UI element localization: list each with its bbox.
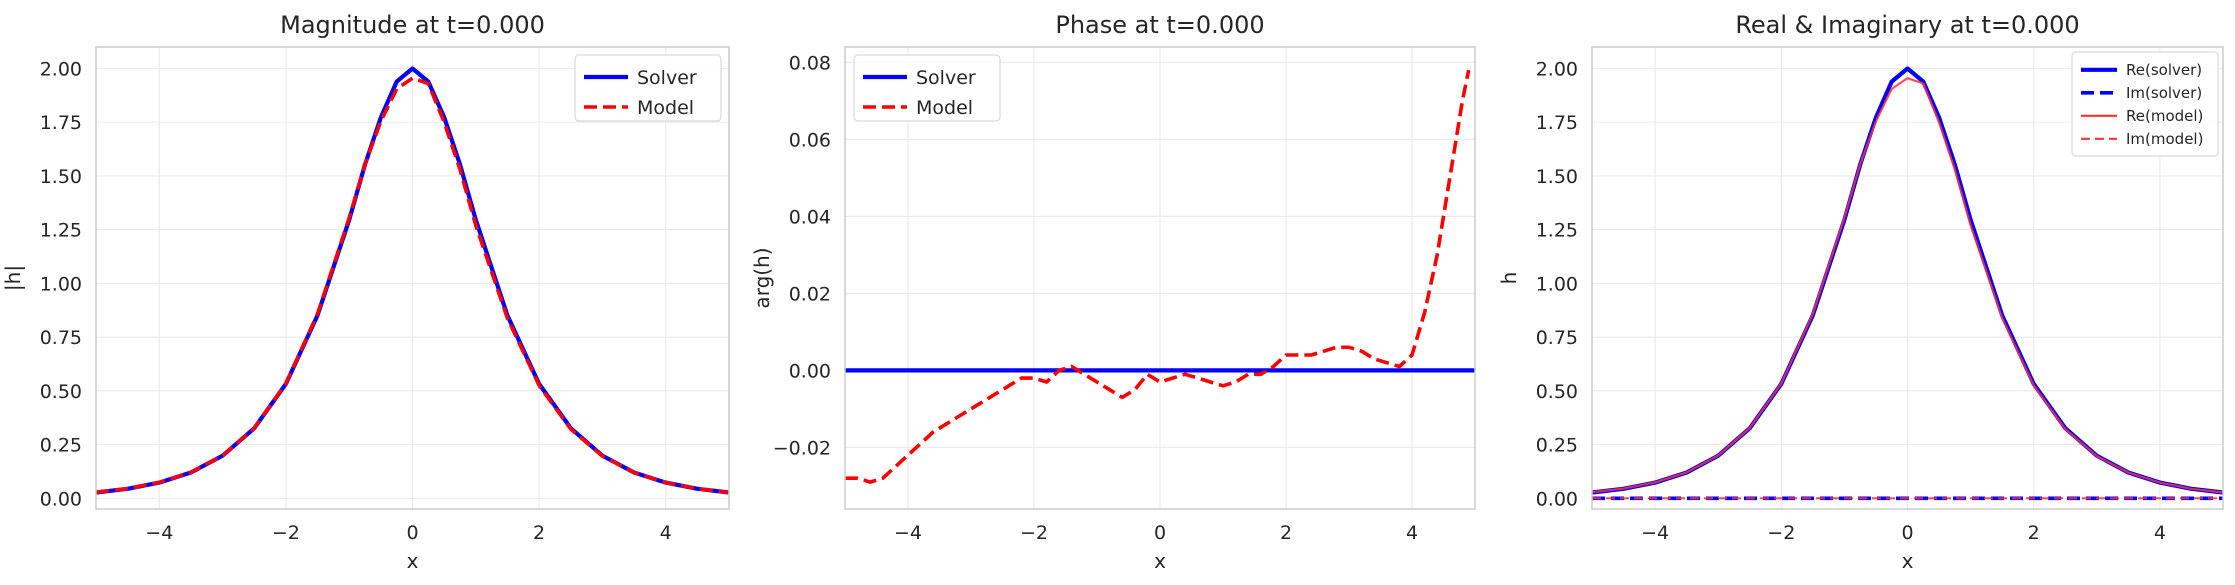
legend-label: Im(solver) (2126, 84, 2202, 102)
y-tick-label: 0.00 (789, 360, 831, 382)
series-line-model (845, 69, 1471, 484)
x-tick-label: −4 (1641, 522, 1669, 544)
x-tick-label: 2 (2028, 522, 2040, 544)
legend-box (853, 54, 1001, 122)
y-tick-label: 1.25 (40, 220, 82, 242)
axes-frame (1591, 46, 2224, 510)
y-axis-label: |h| (1, 265, 25, 291)
legend: Re(solver) Im(solver) Re(model) Im(model) (2071, 51, 2219, 157)
legend-label: Solver (637, 67, 697, 89)
legend: Solver Model (853, 54, 1001, 122)
y-tick-label: 0.75 (1536, 327, 1578, 349)
y-tick-label: 2.00 (40, 58, 82, 80)
chart-title: Magnitude at t=0.000 (280, 11, 545, 39)
chart-title: Real & Imaginary at t=0.000 (1735, 11, 2079, 39)
y-tick-label: 1.25 (1536, 220, 1578, 242)
x-axis-label: x (1902, 549, 1914, 573)
y-tick-label: 0.50 (40, 381, 82, 403)
axes-frame (95, 46, 730, 510)
x-tick-label: −2 (272, 522, 300, 544)
legend-label: Model (637, 97, 694, 119)
legend-label: Im(model) (2126, 130, 2203, 148)
chart-panel-2: −4 −2 0 2 4 −0.02 0.00 0.02 0.04 0.06 0.08 Phase at… (750, 11, 1476, 573)
legend-label: Re(solver) (2126, 61, 2202, 79)
legend-label: Model (916, 97, 973, 119)
legend-label: Solver (916, 67, 976, 89)
legend: Solver Model (574, 54, 722, 122)
series-line-model (95, 76, 730, 495)
y-axis-label: h (1497, 272, 1521, 285)
y-tick-label: 0.00 (1536, 488, 1578, 510)
x-tick-label: 0 (1901, 522, 1913, 544)
x-axis-label: x (407, 549, 419, 573)
series-line-re-model (1591, 77, 2224, 494)
y-tick-label: 1.75 (1536, 112, 1578, 134)
x-tick-label: 0 (406, 522, 418, 544)
y-tick-label: 0.04 (789, 206, 831, 228)
y-tick-label: 0.00 (40, 488, 82, 510)
y-tick-label: 1.50 (1536, 166, 1578, 188)
y-tick-label: 1.50 (40, 166, 82, 188)
legend-box (574, 54, 722, 122)
x-tick-label: 0 (1154, 522, 1166, 544)
y-tick-label: 0.75 (40, 327, 82, 349)
legend-label: Re(model) (2126, 107, 2203, 125)
y-tick-label: 1.00 (1536, 273, 1578, 295)
y-tick-label: −0.02 (773, 437, 831, 459)
legend-box (2071, 51, 2219, 157)
y-tick-label: 0.08 (789, 52, 831, 74)
axes-frame (844, 46, 1476, 510)
y-tick-label: 0.25 (1536, 435, 1578, 457)
chart-title: Phase at t=0.000 (1055, 11, 1264, 39)
y-tick-label: 0.02 (789, 283, 831, 305)
x-tick-label: −2 (1020, 522, 1048, 544)
chart-panel-3: −4 −2 0 2 4 0.00 0.25 0.50 0.75 1.00 1.25 1.50 1.75 2… (1497, 11, 2224, 573)
chart-panel-1: −4 −2 0 2 4 0.00 0.25 0.50 0.75 1.00 1.25 1.50 1.75 2… (1, 11, 730, 573)
y-tick-label: 2.00 (1536, 58, 1578, 80)
x-tick-label: −4 (894, 522, 922, 544)
y-tick-label: 0.06 (789, 129, 831, 151)
y-tick-label: 1.00 (40, 273, 82, 295)
x-tick-label: −4 (145, 522, 173, 544)
y-tick-label: 1.75 (40, 112, 82, 134)
x-tick-label: 2 (533, 522, 545, 544)
y-tick-label: 0.50 (1536, 381, 1578, 403)
x-tick-label: 4 (660, 522, 672, 544)
x-axis-label: x (1154, 549, 1166, 573)
x-tick-label: −2 (1767, 522, 1795, 544)
y-axis-label: arg(h) (750, 247, 774, 308)
x-tick-label: 4 (1406, 522, 1418, 544)
x-tick-label: 4 (2154, 522, 2166, 544)
x-tick-label: 2 (1280, 522, 1292, 544)
y-tick-label: 0.25 (40, 435, 82, 457)
